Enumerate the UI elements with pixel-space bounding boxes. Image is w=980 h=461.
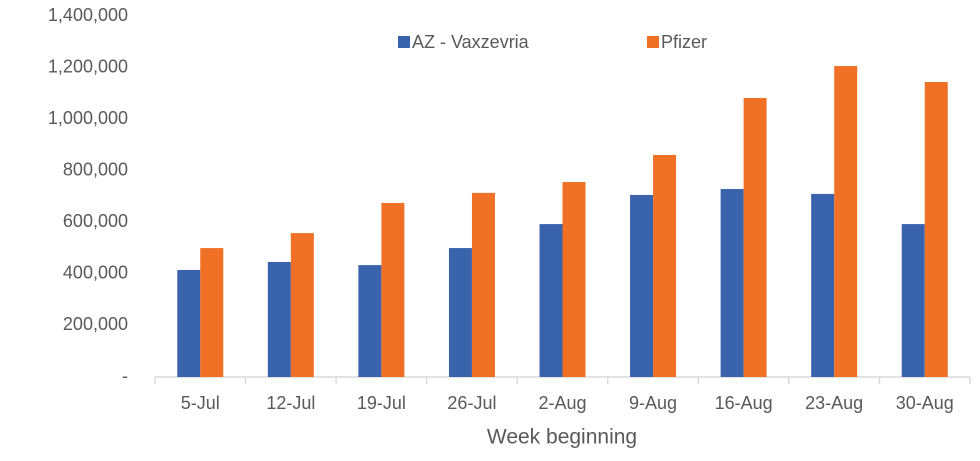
y-tick-label: 1,200,000 — [48, 56, 128, 76]
legend-label: AZ - Vaxzevria — [412, 32, 530, 52]
y-tick-label: - — [122, 366, 128, 386]
x-tick-label: 12-Jul — [266, 393, 315, 413]
x-tick-label: 19-Jul — [357, 393, 406, 413]
legend-swatch — [647, 36, 659, 48]
y-tick-label: 200,000 — [63, 314, 128, 334]
x-tick-label: 9-Aug — [629, 393, 677, 413]
bar — [743, 97, 767, 378]
legend-label: Pfizer — [661, 32, 707, 52]
x-tick-label: 30-Aug — [896, 393, 954, 413]
y-tick-label: 400,000 — [63, 263, 128, 283]
y-tick-label: 1,000,000 — [48, 108, 128, 128]
x-tick-label: 2-Aug — [538, 393, 586, 413]
bar — [267, 261, 291, 377]
bar — [653, 154, 677, 377]
x-tick-label: 23-Aug — [805, 393, 863, 413]
legend-swatch — [398, 36, 410, 48]
bar — [720, 189, 744, 377]
bar — [381, 202, 405, 377]
y-tick-label: 1,400,000 — [48, 5, 128, 25]
bar — [200, 248, 224, 377]
bar — [924, 82, 948, 378]
bar — [290, 233, 314, 377]
y-tick-label: 800,000 — [63, 159, 128, 179]
y-tick-label: 600,000 — [63, 211, 128, 231]
bar — [448, 248, 472, 377]
x-tick-label: 16-Aug — [715, 393, 773, 413]
bar — [811, 193, 835, 377]
bar — [834, 66, 858, 377]
bar — [901, 224, 925, 377]
bar — [562, 182, 586, 377]
bar — [630, 194, 654, 377]
x-tick-label: 26-Jul — [447, 393, 496, 413]
bar — [177, 269, 201, 377]
bar — [539, 224, 563, 377]
x-tick-label: 5-Jul — [181, 393, 220, 413]
bar — [358, 265, 382, 377]
x-axis-title: Week beginning — [487, 426, 637, 449]
bar — [471, 192, 495, 377]
